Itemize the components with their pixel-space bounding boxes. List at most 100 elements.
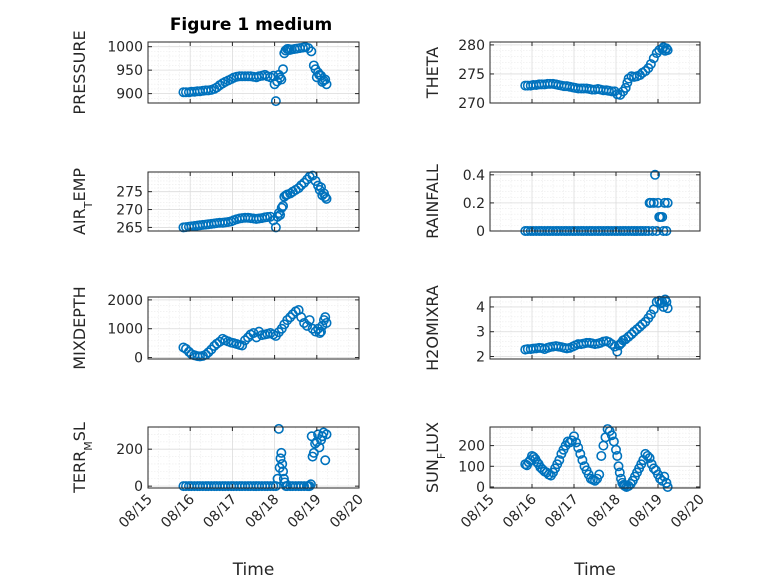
data-point xyxy=(278,64,289,75)
y-tick-label: 275 xyxy=(458,67,485,83)
data-point xyxy=(296,180,307,191)
subplot-h2omixra: 2 3 4 H2OMIXRA xyxy=(423,285,701,371)
data-series xyxy=(178,170,332,233)
data-point xyxy=(661,477,672,488)
y-tick-label: 270 xyxy=(116,203,143,219)
data-point xyxy=(637,319,648,330)
data-point xyxy=(299,317,310,328)
data-point xyxy=(276,74,287,85)
data-point xyxy=(320,312,331,323)
axes-frame xyxy=(147,171,360,232)
x-tick-label: 08/16 xyxy=(500,491,540,531)
axes-frame xyxy=(147,296,360,360)
y-axis-label: AIRTEMP xyxy=(70,168,95,235)
y-axis-label: MIXDEPTH xyxy=(70,286,89,369)
data-point xyxy=(282,315,293,326)
data-point xyxy=(657,296,668,307)
data-point xyxy=(308,447,319,458)
data-point xyxy=(273,208,284,219)
data-point xyxy=(321,193,332,204)
data-point xyxy=(662,45,673,56)
data-point xyxy=(606,430,617,441)
data-point xyxy=(305,479,316,490)
y-tick-label: 0 xyxy=(476,480,485,496)
data-point xyxy=(571,437,582,448)
y-axis-label: H2OMIXRA xyxy=(423,285,442,371)
y-tick-label: 265 xyxy=(116,220,143,236)
data-point xyxy=(626,329,637,340)
x-tick-label: 08/17 xyxy=(200,492,240,532)
x-tick-label: 08/20 xyxy=(668,492,708,532)
y-axis-label: TERRMSL xyxy=(70,422,95,494)
x-tick-label: 08/15 xyxy=(458,492,498,532)
y-tick-label: 1000 xyxy=(107,40,143,56)
data-point xyxy=(661,43,672,54)
y-tick-label: 100 xyxy=(458,459,485,475)
y-axis-label: THETA xyxy=(423,47,442,99)
axes-frame xyxy=(489,296,701,360)
data-point xyxy=(180,343,191,354)
data-point xyxy=(302,320,313,331)
data-point xyxy=(612,450,623,461)
axes-frame xyxy=(489,41,701,104)
y-tick-label: 3 xyxy=(476,325,485,341)
y-tick-label: 950 xyxy=(116,63,143,79)
data-series xyxy=(520,42,673,100)
data-point xyxy=(320,455,331,466)
y-axis-label: RAINFALL xyxy=(423,164,442,239)
data-point xyxy=(652,197,663,208)
data-point xyxy=(659,197,670,208)
x-tick-label: 08/18 xyxy=(243,492,283,532)
x-tick-label: 08/18 xyxy=(584,492,624,532)
data-point xyxy=(644,453,655,464)
y-tick-label: 280 xyxy=(458,38,485,54)
data-point xyxy=(620,334,631,345)
subplot-rainfall: 0 0.2 0.4 RAINFALL xyxy=(423,164,701,240)
data-point xyxy=(278,466,289,477)
data-point xyxy=(240,335,251,346)
data-series xyxy=(178,42,332,107)
data-point xyxy=(306,46,317,57)
data-point xyxy=(662,303,673,314)
x-tick-label: 08/19 xyxy=(626,492,666,532)
x-tick-label: 08/20 xyxy=(327,492,367,532)
y-axis-label: SUNFLUX xyxy=(423,422,448,493)
y-tick-label: 200 xyxy=(116,442,143,458)
data-point xyxy=(642,450,653,461)
data-point xyxy=(554,455,565,466)
data-point xyxy=(275,209,286,220)
subplot-terr-msl: 0 200 08/15 08/16 08/17 08/18 08/19 08/20 Time TE… xyxy=(70,422,367,580)
y-tick-label: 2 xyxy=(476,350,485,366)
subplot-theta: 270 275 280 THETA xyxy=(423,38,701,112)
data-point xyxy=(613,461,624,472)
y-tick-label: 275 xyxy=(116,185,143,201)
data-point xyxy=(275,453,286,464)
data-point xyxy=(278,200,289,211)
data-point xyxy=(321,79,332,90)
data-point xyxy=(310,326,321,337)
data-series xyxy=(178,423,332,492)
data-point xyxy=(270,96,281,107)
data-point xyxy=(269,79,280,90)
data-point xyxy=(276,447,287,458)
data-point xyxy=(606,86,617,97)
data-point xyxy=(293,183,304,194)
y-tick-label: 0 xyxy=(134,479,143,495)
data-point xyxy=(640,66,651,77)
y-tick-label: 270 xyxy=(458,96,485,112)
data-point xyxy=(573,442,584,453)
data-point xyxy=(645,309,656,320)
subplot-sun-flux: 0 100 200 08/15 08/16 08/17 08/18 08/19 08/20 Tim… xyxy=(423,422,708,580)
subplot-mixdepth: 0 1000 2000 MIXDEPTH xyxy=(70,286,360,370)
data-point xyxy=(659,471,670,482)
data-point xyxy=(645,59,656,70)
data-point xyxy=(299,177,310,188)
data-point xyxy=(631,324,642,335)
data-point xyxy=(276,202,287,213)
data-point xyxy=(320,74,331,85)
data-point xyxy=(662,481,673,492)
data-point xyxy=(577,455,588,466)
figure-title: Figure 1 medium xyxy=(170,15,332,35)
data-point xyxy=(237,340,248,351)
